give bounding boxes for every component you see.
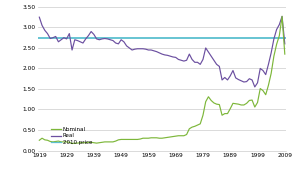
Legend: Nominal, Real, 2010 price: Nominal, Real, 2010 price [51,127,92,145]
